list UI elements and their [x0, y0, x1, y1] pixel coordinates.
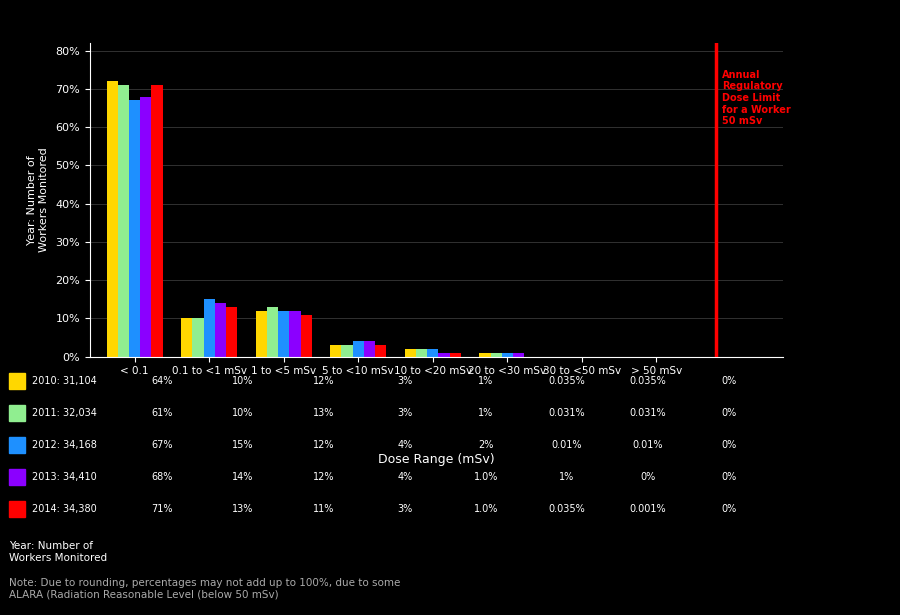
Text: 64%: 64% — [151, 376, 173, 386]
Text: 2%: 2% — [478, 440, 494, 450]
Text: 0%: 0% — [722, 472, 736, 482]
Text: 14%: 14% — [232, 472, 254, 482]
Text: 1.0%: 1.0% — [473, 504, 499, 514]
Text: 0.035%: 0.035% — [630, 376, 666, 386]
Text: 2011: 32,034: 2011: 32,034 — [32, 408, 96, 418]
Text: 2013: 34,410: 2013: 34,410 — [32, 472, 96, 482]
Bar — [181, 319, 193, 357]
Bar — [341, 345, 353, 357]
Text: 13%: 13% — [232, 504, 254, 514]
Text: 13%: 13% — [313, 408, 335, 418]
Text: 71%: 71% — [151, 504, 173, 514]
Text: 0.031%: 0.031% — [549, 408, 585, 418]
Text: 12%: 12% — [313, 440, 335, 450]
Text: 0.001%: 0.001% — [630, 504, 666, 514]
Text: 3%: 3% — [398, 504, 412, 514]
Text: 67%: 67% — [151, 440, 173, 450]
Bar — [118, 85, 129, 357]
Bar — [151, 85, 163, 357]
Bar — [226, 307, 238, 357]
Bar — [375, 345, 386, 357]
Text: 12%: 12% — [313, 472, 335, 482]
Bar — [353, 341, 364, 357]
Bar — [480, 353, 491, 357]
Text: 0%: 0% — [722, 440, 736, 450]
Text: 0%: 0% — [722, 408, 736, 418]
Text: 1%: 1% — [479, 376, 493, 386]
Bar — [438, 353, 449, 357]
Bar — [449, 353, 461, 357]
Y-axis label: Year: Number of
Workers Monitored: Year: Number of Workers Monitored — [27, 148, 49, 252]
Bar — [428, 349, 438, 357]
Text: 3%: 3% — [398, 408, 412, 418]
Text: 2014: 34,380: 2014: 34,380 — [32, 504, 96, 514]
Text: 0.01%: 0.01% — [633, 440, 663, 450]
Text: 10%: 10% — [232, 408, 254, 418]
Text: 1%: 1% — [560, 472, 574, 482]
Text: 2012: 34,168: 2012: 34,168 — [32, 440, 96, 450]
Bar — [129, 100, 140, 357]
Text: Year: Number of
Workers Monitored: Year: Number of Workers Monitored — [9, 541, 107, 563]
Text: 3%: 3% — [398, 376, 412, 386]
Text: 4%: 4% — [398, 440, 412, 450]
Text: 10%: 10% — [232, 376, 254, 386]
Bar — [215, 303, 226, 357]
Bar — [289, 311, 301, 357]
Text: 0.035%: 0.035% — [549, 504, 585, 514]
Text: 1.0%: 1.0% — [473, 472, 499, 482]
Bar — [278, 311, 289, 357]
Bar — [203, 300, 215, 357]
Text: 0%: 0% — [641, 472, 655, 482]
Text: Note: Due to rounding, percentages may not add up to 100%, due to some
ALARA (Ra: Note: Due to rounding, percentages may n… — [9, 578, 400, 600]
Text: 0%: 0% — [722, 376, 736, 386]
Text: 15%: 15% — [232, 440, 254, 450]
Bar — [301, 315, 311, 357]
Bar — [193, 319, 203, 357]
Bar — [107, 81, 118, 357]
Text: 1%: 1% — [479, 408, 493, 418]
Bar — [491, 353, 501, 357]
Text: 0.01%: 0.01% — [552, 440, 582, 450]
Text: Annual
Regulatory
Dose Limit
for a Worker
50 mSv: Annual Regulatory Dose Limit for a Worke… — [722, 70, 790, 126]
Bar — [405, 349, 416, 357]
Bar — [256, 311, 267, 357]
Bar — [416, 349, 428, 357]
Bar — [267, 307, 278, 357]
Text: 0.035%: 0.035% — [549, 376, 585, 386]
Text: 68%: 68% — [151, 472, 173, 482]
Text: 0.031%: 0.031% — [630, 408, 666, 418]
Text: 61%: 61% — [151, 408, 173, 418]
Text: 0%: 0% — [722, 504, 736, 514]
Bar — [140, 97, 151, 357]
Bar — [513, 353, 524, 357]
Bar — [330, 345, 341, 357]
Text: 2010: 31,104: 2010: 31,104 — [32, 376, 96, 386]
X-axis label: Dose Range (mSv): Dose Range (mSv) — [378, 453, 495, 466]
Text: 11%: 11% — [313, 504, 335, 514]
Bar — [364, 341, 375, 357]
Bar — [501, 353, 513, 357]
Text: 12%: 12% — [313, 376, 335, 386]
Text: 4%: 4% — [398, 472, 412, 482]
